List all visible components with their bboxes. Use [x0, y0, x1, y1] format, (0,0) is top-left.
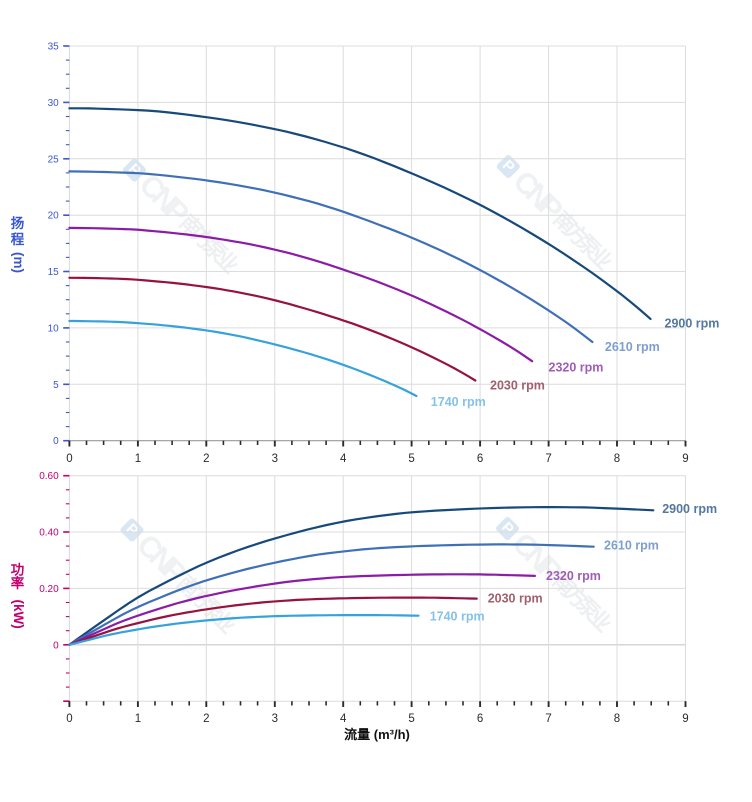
svg-text:6: 6 [477, 713, 483, 725]
svg-text:流量 (m³/h): 流量 (m³/h) [344, 727, 410, 742]
svg-text:5: 5 [408, 713, 414, 725]
svg-text:2610 rpm: 2610 rpm [605, 340, 660, 354]
svg-text:5: 5 [408, 453, 414, 465]
svg-text:0.40: 0.40 [39, 528, 59, 539]
svg-text:扬: 扬 [11, 215, 25, 231]
svg-text:3: 3 [272, 713, 278, 725]
svg-text:2: 2 [203, 713, 209, 725]
svg-text:2610 rpm: 2610 rpm [604, 539, 659, 553]
svg-text:南方泵业: 南方泵业 [549, 206, 617, 274]
svg-text:4: 4 [340, 713, 347, 725]
svg-text:南方泵业: 南方泵业 [175, 210, 243, 278]
svg-text:1740 rpm: 1740 rpm [431, 395, 486, 409]
svg-text:25: 25 [48, 154, 60, 165]
svg-text:程: 程 [11, 232, 25, 247]
svg-text:0: 0 [53, 436, 59, 447]
svg-text:9: 9 [682, 453, 688, 465]
svg-text:5: 5 [53, 380, 59, 391]
svg-text:10: 10 [48, 323, 60, 334]
svg-text:率: 率 [11, 575, 25, 591]
svg-text:35: 35 [48, 42, 60, 53]
svg-text:2900 rpm: 2900 rpm [665, 317, 720, 331]
svg-text:0.60: 0.60 [39, 471, 59, 482]
svg-text:2320 rpm: 2320 rpm [549, 361, 604, 375]
svg-text:1: 1 [135, 713, 141, 725]
svg-text:P: P [498, 519, 517, 538]
svg-text:15: 15 [48, 267, 60, 278]
svg-text:P: P [125, 160, 144, 179]
svg-text:30: 30 [48, 98, 60, 109]
svg-text:7: 7 [545, 453, 551, 465]
svg-text:7: 7 [545, 713, 551, 725]
svg-text:6: 6 [477, 453, 483, 465]
svg-text:0: 0 [66, 453, 72, 465]
svg-text:2030 rpm: 2030 rpm [488, 592, 543, 606]
svg-text:8: 8 [614, 453, 620, 465]
svg-text:8: 8 [614, 713, 620, 725]
svg-text:P: P [499, 157, 518, 176]
svg-text:2: 2 [203, 453, 209, 465]
svg-text:0: 0 [53, 640, 59, 651]
svg-text:(kW): (kW) [11, 600, 26, 629]
svg-text:9: 9 [682, 713, 688, 725]
svg-text:1: 1 [135, 453, 141, 465]
svg-text:20: 20 [48, 211, 60, 222]
svg-text:功: 功 [11, 563, 25, 578]
svg-text:2030 rpm: 2030 rpm [490, 379, 545, 393]
svg-text:1740 rpm: 1740 rpm [430, 609, 485, 623]
svg-text:P: P [122, 520, 141, 539]
svg-text:2320 rpm: 2320 rpm [546, 569, 601, 583]
svg-text:(m): (m) [11, 252, 26, 273]
svg-text:4: 4 [340, 453, 347, 465]
svg-text:3: 3 [272, 453, 278, 465]
svg-text:0.20: 0.20 [39, 584, 59, 595]
svg-text:0: 0 [66, 713, 72, 725]
svg-text:2900 rpm: 2900 rpm [662, 502, 717, 516]
